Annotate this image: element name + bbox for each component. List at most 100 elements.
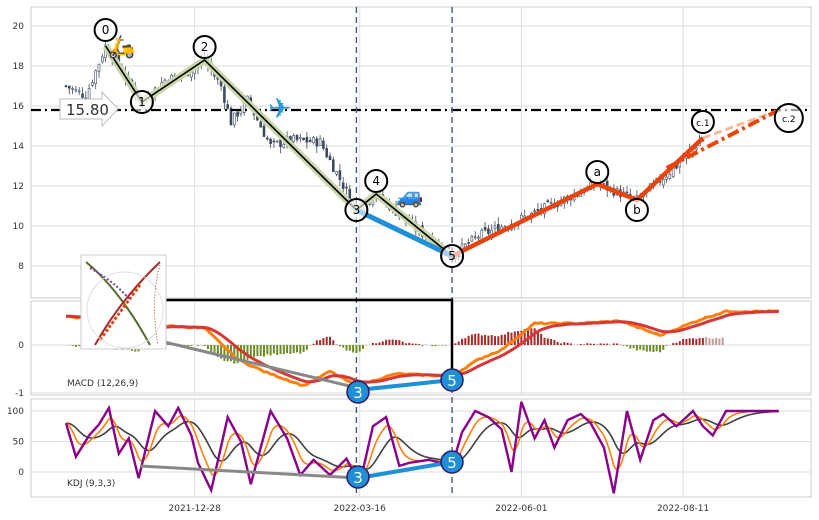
y-tick-label: 16 — [13, 102, 25, 112]
macd-histogram-bar — [315, 340, 318, 345]
macd-histogram-bar — [404, 343, 407, 345]
macd-histogram-bar — [190, 345, 193, 346]
kdj-y-tick-label: 50 — [13, 438, 25, 448]
macd-histogram-bar — [289, 345, 292, 354]
candle-body — [493, 225, 497, 229]
macd-histogram-bar — [352, 345, 355, 353]
macd-divergence-gray-line — [159, 339, 359, 390]
thumbnail-inset — [80, 254, 167, 350]
wave-label-circle — [773, 103, 804, 133]
y-tick-label: 12 — [13, 182, 24, 192]
macd-histogram-bar — [550, 339, 553, 345]
macd-histogram-bar — [497, 336, 500, 345]
macd-histogram-bar — [197, 345, 199, 346]
macd-histogram-bar — [418, 344, 421, 345]
candle-body — [101, 56, 104, 63]
candle-body — [549, 202, 553, 204]
macd-histogram-bar — [662, 345, 665, 350]
candle-body — [87, 88, 91, 100]
kdj-y-tick-label: 0 — [18, 468, 24, 478]
macd-histogram-bar — [678, 341, 681, 345]
macd-histogram-bar — [272, 345, 275, 354]
macd-histogram-bar — [659, 345, 661, 353]
macd-histogram-bar — [408, 342, 411, 345]
macd-y-tick-label: 0 — [18, 341, 24, 351]
kdj-divergence-blue-line — [357, 460, 453, 480]
gridlines — [31, 7, 811, 497]
macd-histogram-bar — [583, 344, 586, 345]
macd-histogram-bar — [203, 345, 206, 346]
macd-histogram-bar — [626, 345, 628, 347]
macd-histogram-bar — [639, 345, 642, 350]
macd-histogram-bar — [253, 345, 256, 358]
macd-histogram-bar — [635, 345, 638, 351]
macd-histogram-bar — [629, 345, 632, 349]
wave-label-circle — [440, 244, 465, 268]
macd-histogram-bar — [325, 336, 328, 345]
macd-histogram-bar — [665, 345, 668, 346]
macd-histogram-bar — [342, 345, 345, 348]
macd-histogram-bar — [312, 343, 315, 345]
macd-histogram-bar — [523, 328, 526, 345]
y-tick-label: 8 — [18, 262, 24, 272]
macd-histogram-bar — [233, 345, 236, 364]
macd-histogram-bar — [74, 345, 77, 347]
candle-body — [265, 137, 269, 140]
macd-histogram-bar — [305, 345, 308, 350]
candle-body — [473, 236, 477, 239]
candle-body — [625, 191, 629, 194]
candle-body — [308, 139, 312, 143]
macd-histogram-bar — [701, 337, 704, 345]
macd-histogram-bar — [71, 345, 74, 346]
macd-histogram-bar — [721, 337, 724, 345]
candle-body — [91, 82, 94, 86]
candle-body — [77, 90, 81, 93]
candle-body — [694, 147, 698, 150]
macd-histogram-bar — [78, 345, 81, 347]
macd-histogram-bar — [302, 345, 305, 352]
candle-body — [226, 104, 229, 109]
macd-histogram-bar — [490, 334, 493, 345]
wave-label-circle — [690, 110, 715, 134]
wave-label-3: 3 — [353, 203, 361, 217]
wave-label-2: 2 — [201, 40, 209, 54]
wave-label-circle — [93, 18, 118, 42]
macd-histogram-bar — [329, 336, 331, 345]
wave-label-5: 5 — [448, 249, 456, 263]
candle-body — [338, 170, 342, 181]
wave-label-circle — [344, 198, 369, 222]
macd-histogram-bar — [467, 335, 470, 345]
macd-histogram-bar — [355, 345, 358, 353]
wave-label-circle — [364, 169, 389, 193]
annotations: 0 1 2 3 4 5 a b c.1 c.2 3 5 3 5 — [93, 18, 804, 489]
wave-label-c.1: c.1 — [696, 119, 710, 129]
macd-histogram-bar — [711, 338, 714, 345]
macd-histogram-bar — [391, 339, 394, 345]
macd-histogram-bar — [213, 345, 216, 355]
macd-divergence-marker — [346, 380, 370, 404]
macd-histogram-bar — [296, 345, 298, 353]
macd-histogram-bar — [183, 345, 186, 346]
y-tick-label: 20 — [13, 22, 25, 32]
kdj-divergence-marker — [440, 450, 464, 474]
candle-body — [341, 182, 345, 189]
macd-histogram-bar — [461, 338, 463, 345]
wave-label-c.2: c.2 — [782, 115, 796, 125]
candle-body — [259, 121, 263, 128]
macd-histogram-bar — [292, 345, 295, 354]
macd-histogram-bar — [434, 345, 437, 347]
macd-histogram-bar — [223, 345, 226, 361]
macd-histogram-bar — [421, 345, 424, 347]
macd-histogram-bar — [259, 345, 262, 357]
candle-body — [661, 179, 665, 186]
macd-histogram-bar — [345, 345, 348, 351]
macd-histogram-bar — [216, 345, 219, 358]
candle-body — [275, 140, 279, 143]
wave-label-4: 4 — [372, 174, 380, 188]
macd-label: MACD (12,26,9) — [67, 379, 138, 389]
y-tick-label: 18 — [13, 62, 25, 72]
candle-body — [345, 186, 348, 189]
macd-histogram-bar — [536, 332, 539, 345]
candle-body — [302, 137, 305, 141]
